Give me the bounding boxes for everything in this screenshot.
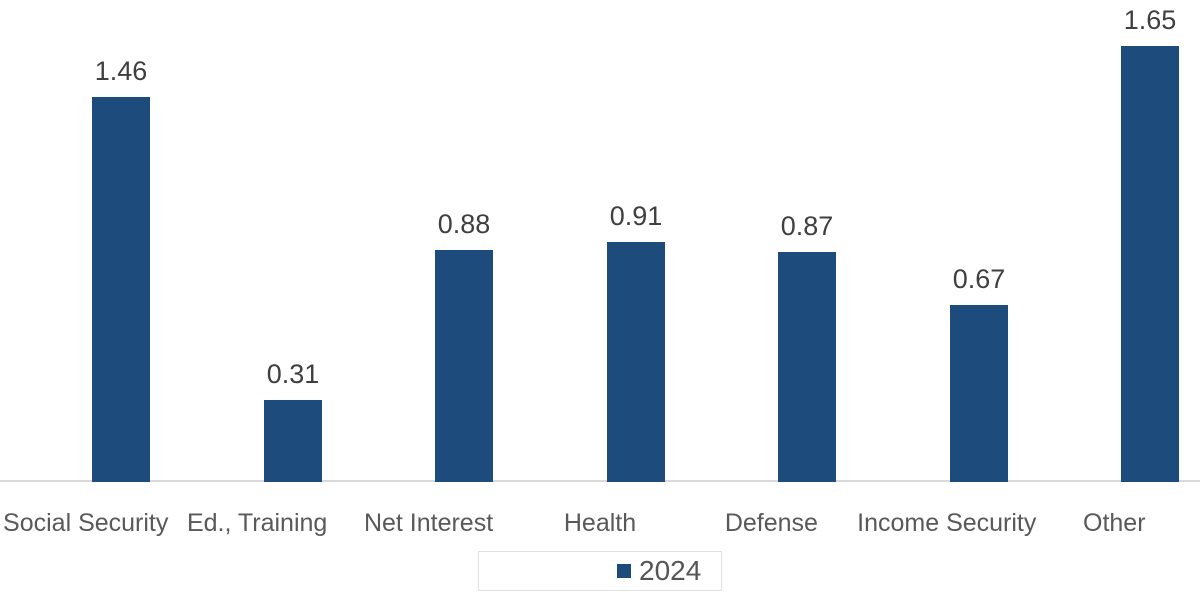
bar-value-label: 0.88 xyxy=(437,209,491,239)
x-axis-label-health: Health xyxy=(563,509,637,537)
legend-item-2024[interactable]: 2024 xyxy=(617,557,701,585)
bar-value-label: 0.91 xyxy=(609,201,663,231)
bar-value-label: 0.67 xyxy=(952,264,1006,294)
bar-ed-training[interactable] xyxy=(264,400,322,482)
bar-social-security[interactable] xyxy=(92,97,150,482)
bar-other[interactable] xyxy=(1121,46,1179,482)
x-axis-label-other: Other xyxy=(1083,509,1146,537)
legend-label: 2024 xyxy=(639,555,702,586)
bar-value-label: 0.87 xyxy=(780,211,834,241)
bar-income-security[interactable] xyxy=(950,305,1008,482)
bar-value-label: 1.65 xyxy=(1123,5,1177,35)
bar-net-interest[interactable] xyxy=(435,250,493,482)
x-axis-line xyxy=(0,480,1200,482)
bar-value-label: 1.46 xyxy=(94,56,148,86)
x-axis-label-ed-training: Ed., Training xyxy=(186,509,328,537)
bar-health[interactable] xyxy=(607,242,665,482)
legend-swatch-icon xyxy=(617,564,631,578)
bar-value-label: 0.31 xyxy=(266,359,320,389)
legend: 2024 xyxy=(478,551,722,591)
x-axis-label-social-security: Social Security xyxy=(3,509,169,537)
x-axis-label-defense: Defense xyxy=(724,509,818,537)
x-axis-label-net-interest: Net Interest xyxy=(363,509,494,537)
x-axis-label-income-security: Income Security xyxy=(857,509,1037,537)
bar-defense[interactable] xyxy=(778,252,836,482)
